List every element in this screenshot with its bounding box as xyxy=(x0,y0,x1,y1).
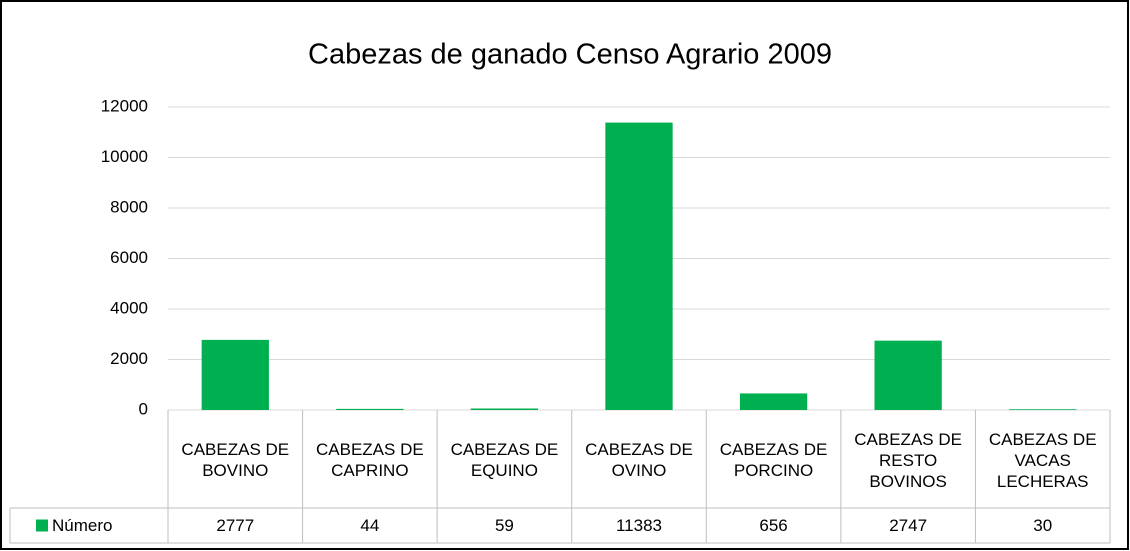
bar xyxy=(201,339,269,410)
legend-swatch xyxy=(36,519,48,532)
bar xyxy=(874,340,942,410)
table-value: 656 xyxy=(759,516,787,535)
bar xyxy=(336,408,404,410)
bar xyxy=(1009,409,1077,410)
table-value: 2747 xyxy=(889,516,927,535)
x-tick-label: CABEZAS DE PORCINO xyxy=(719,440,828,480)
table-value: 2777 xyxy=(216,516,254,535)
bar xyxy=(605,122,673,410)
table-value: 59 xyxy=(495,516,514,535)
x-tick-label: CABEZAS DE OVINO xyxy=(585,440,693,480)
x-tick-label: CABEZAS DE EQUINO xyxy=(450,440,559,480)
y-tick-label: 12000 xyxy=(101,96,148,115)
bar xyxy=(470,408,539,410)
x-tick-label: CABEZAS DE VACAS LECHERAS xyxy=(988,429,1097,491)
legend-label: Número xyxy=(52,516,112,535)
y-tick-label: 10000 xyxy=(101,147,148,166)
y-tick-label: 8000 xyxy=(110,197,148,216)
y-tick-label: 6000 xyxy=(110,248,148,267)
x-tick-label: CABEZAS DE BOVINO xyxy=(181,440,290,480)
bar xyxy=(739,393,808,410)
y-tick-label: 4000 xyxy=(110,298,148,317)
y-tick-label: 2000 xyxy=(110,349,148,368)
y-tick-label: 0 xyxy=(139,399,148,418)
x-tick-label: CABEZAS DE RESTO BOVINOS xyxy=(854,429,962,491)
table-value: 30 xyxy=(1033,516,1052,535)
chart-title: Cabezas de ganado Censo Agrario 2009 xyxy=(308,39,832,71)
table-value: 44 xyxy=(360,516,379,535)
table-value: 11383 xyxy=(616,516,662,535)
x-tick-label: CABEZAS DE CAPRINO xyxy=(315,440,424,480)
